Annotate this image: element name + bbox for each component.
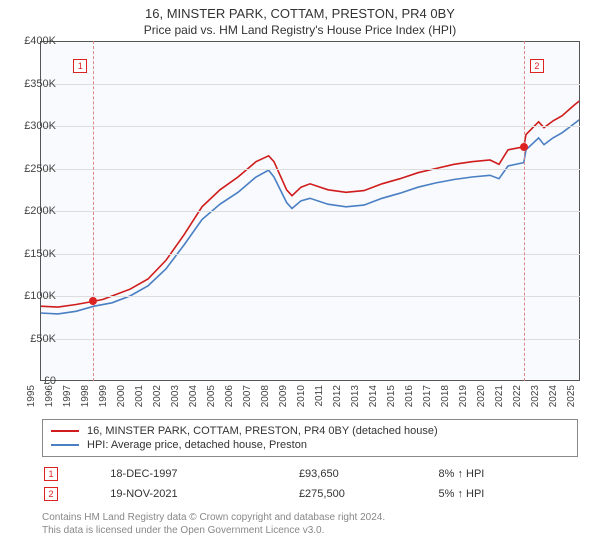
- event-dot: [520, 143, 528, 151]
- plot-region: 12: [40, 41, 580, 381]
- gridline: [40, 254, 580, 255]
- gridline: [40, 169, 580, 170]
- event-line: [524, 41, 525, 381]
- event-marker-box: 1: [73, 59, 87, 73]
- event-marker-box: 2: [44, 487, 58, 501]
- event-price: £93,650: [299, 465, 437, 483]
- event-date: 18-DEC-1997: [110, 465, 297, 483]
- y-tick-label: £50K: [16, 333, 56, 345]
- event-dot: [89, 297, 97, 305]
- legend-swatch: [51, 444, 79, 446]
- attribution-footer: Contains HM Land Registry data © Crown c…: [42, 511, 578, 537]
- event-price: £275,500: [299, 485, 437, 503]
- series-line: [40, 101, 580, 308]
- event-marker-box: 2: [530, 59, 544, 73]
- gridline: [40, 339, 580, 340]
- y-tick-label: £250K: [16, 163, 56, 175]
- footer-line: Contains HM Land Registry data © Crown c…: [42, 511, 578, 524]
- event-delta: 5% ↑ HPI: [438, 485, 576, 503]
- y-tick-label: £400K: [16, 35, 56, 47]
- gridline: [40, 84, 580, 85]
- chart-area: 12 £0£50K£100K£150K£200K£250K£300K£350K£…: [40, 41, 600, 411]
- event-row: 1 18-DEC-1997£93,6508% ↑ HPI: [44, 465, 576, 483]
- legend-label: 16, MINSTER PARK, COTTAM, PRESTON, PR4 0…: [87, 425, 438, 437]
- y-tick-label: £150K: [16, 248, 56, 260]
- y-tick-label: £350K: [16, 78, 56, 90]
- event-row: 2 19-NOV-2021£275,5005% ↑ HPI: [44, 485, 576, 503]
- event-line: [93, 41, 94, 381]
- legend-label: HPI: Average price, detached house, Pres…: [87, 439, 307, 451]
- series-line: [40, 119, 580, 314]
- legend-swatch: [51, 430, 79, 432]
- gridline: [40, 296, 580, 297]
- legend-item: 16, MINSTER PARK, COTTAM, PRESTON, PR4 0…: [51, 424, 569, 438]
- y-tick-label: £200K: [16, 205, 56, 217]
- y-tick-label: £300K: [16, 120, 56, 132]
- y-tick-label: £100K: [16, 290, 56, 302]
- legend-item: HPI: Average price, detached house, Pres…: [51, 438, 569, 452]
- legend: 16, MINSTER PARK, COTTAM, PRESTON, PR4 0…: [42, 419, 578, 457]
- chart-container: 16, MINSTER PARK, COTTAM, PRESTON, PR4 0…: [0, 0, 600, 560]
- gridline: [40, 126, 580, 127]
- event-delta: 8% ↑ HPI: [438, 465, 576, 483]
- event-marker-box: 1: [44, 467, 58, 481]
- footer-line: This data is licensed under the Open Gov…: [42, 524, 578, 537]
- x-tick-label: 2025: [566, 385, 594, 407]
- chart-title: 16, MINSTER PARK, COTTAM, PRESTON, PR4 0…: [0, 0, 600, 21]
- gridline: [40, 211, 580, 212]
- event-date: 19-NOV-2021: [110, 485, 297, 503]
- chart-subtitle: Price paid vs. HM Land Registry's House …: [0, 21, 600, 41]
- events-table: 1 18-DEC-1997£93,6508% ↑ HPI 2 19-NOV-2021£…: [42, 463, 578, 505]
